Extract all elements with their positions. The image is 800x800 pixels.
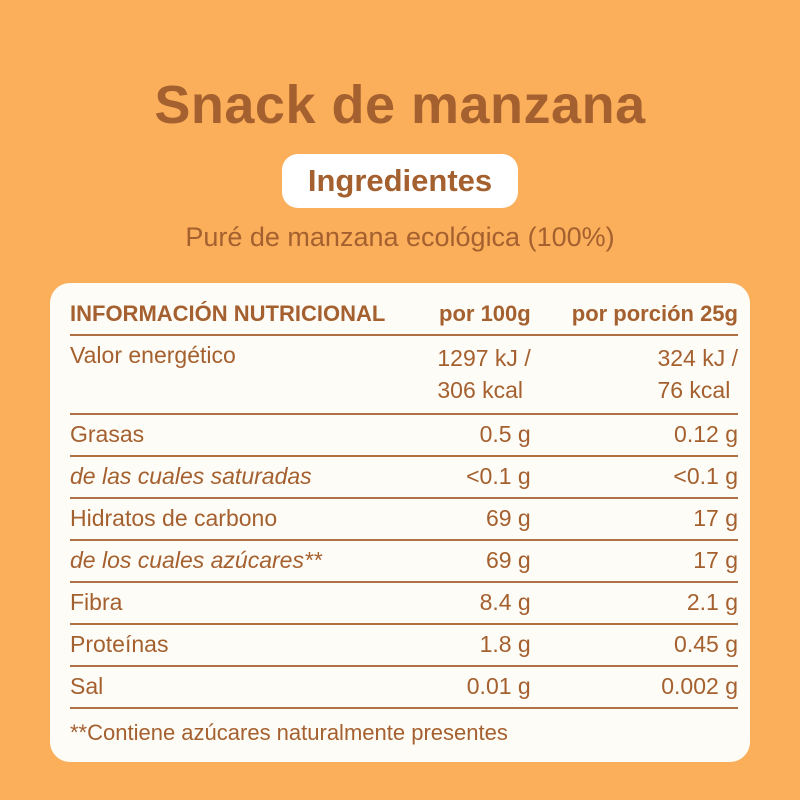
value-per-portion: <0.1 g [530,456,738,500]
nutrition-table: INFORMACIÓN NUTRICIONAL por 100g por por… [70,291,738,710]
nutrient-label: Sal [70,666,386,710]
table-row: Sal 0.01 g 0.002 g [70,666,738,710]
table-row: Proteínas 1.8 g 0.45 g [70,624,738,668]
value-per-100g: 69 g [385,498,531,542]
table-header-row: INFORMACIÓN NUTRICIONAL por 100g por por… [70,291,738,336]
nutrient-label: de las cuales saturadas [70,456,386,500]
nutrient-label: Hidratos de carbono [70,498,386,542]
nutrient-label: Valor energético [70,335,386,416]
table-row: Grasas 0.5 g 0.12 g [70,414,738,458]
value-per-100g: 1.8 g [385,624,531,668]
value-per-100g: 0.5 g [385,414,531,458]
table-row: Hidratos de carbono 69 g 17 g [70,498,738,542]
value-per-100g: 0.01 g [385,666,531,710]
footnote: **Contiene azúcares naturalmente present… [70,720,508,746]
nutrition-table-head: INFORMACIÓN NUTRICIONAL por 100g por por… [70,291,738,336]
nutrient-label: de los cuales azúcares** [70,540,386,584]
value-per-100g: <0.1 g [385,456,531,500]
label-page: Snack de manzana Ingredientes Puré de ma… [50,75,750,763]
value-per-100g: 69 g [385,540,531,584]
nutrient-label: Grasas [70,414,386,458]
value-per-portion: 324 kJ /76 kcal [530,335,738,416]
value-per-portion: 17 g [530,498,738,542]
value-per-100g: 8.4 g [385,582,531,626]
product-title: Snack de manzana [154,75,646,135]
value-per-portion: 17 g [530,540,738,584]
ingredients-badge: Ingredientes [281,154,519,208]
nutrient-label: Proteínas [70,624,386,668]
nutrition-card: INFORMACIÓN NUTRICIONAL por 100g por por… [50,283,750,763]
table-header-per-portion: por porción 25g [530,291,738,336]
value-per-portion: 0.002 g [530,666,738,710]
value-per-100g: 1297 kJ /306 kcal [385,335,531,416]
table-row: de los cuales azúcares** 69 g 17 g [70,540,738,584]
table-row: Valor energético 1297 kJ /306 kcal 324 kJ … [70,335,738,416]
table-row: de las cuales saturadas <0.1 g <0.1 g [70,456,738,500]
value-per-portion: 0.45 g [530,624,738,668]
value-per-portion: 2.1 g [530,582,738,626]
table-header-nutrition-info: INFORMACIÓN NUTRICIONAL [70,291,386,336]
nutrient-label: Fibra [70,582,386,626]
value-per-portion: 0.12 g [530,414,738,458]
nutrition-table-body: Valor energético 1297 kJ /306 kcal 324 kJ … [70,335,738,710]
table-header-per-100g: por 100g [385,291,531,336]
table-row: Fibra 8.4 g 2.1 g [70,582,738,626]
ingredients-text: Puré de manzana ecológica (100%) [185,222,615,252]
